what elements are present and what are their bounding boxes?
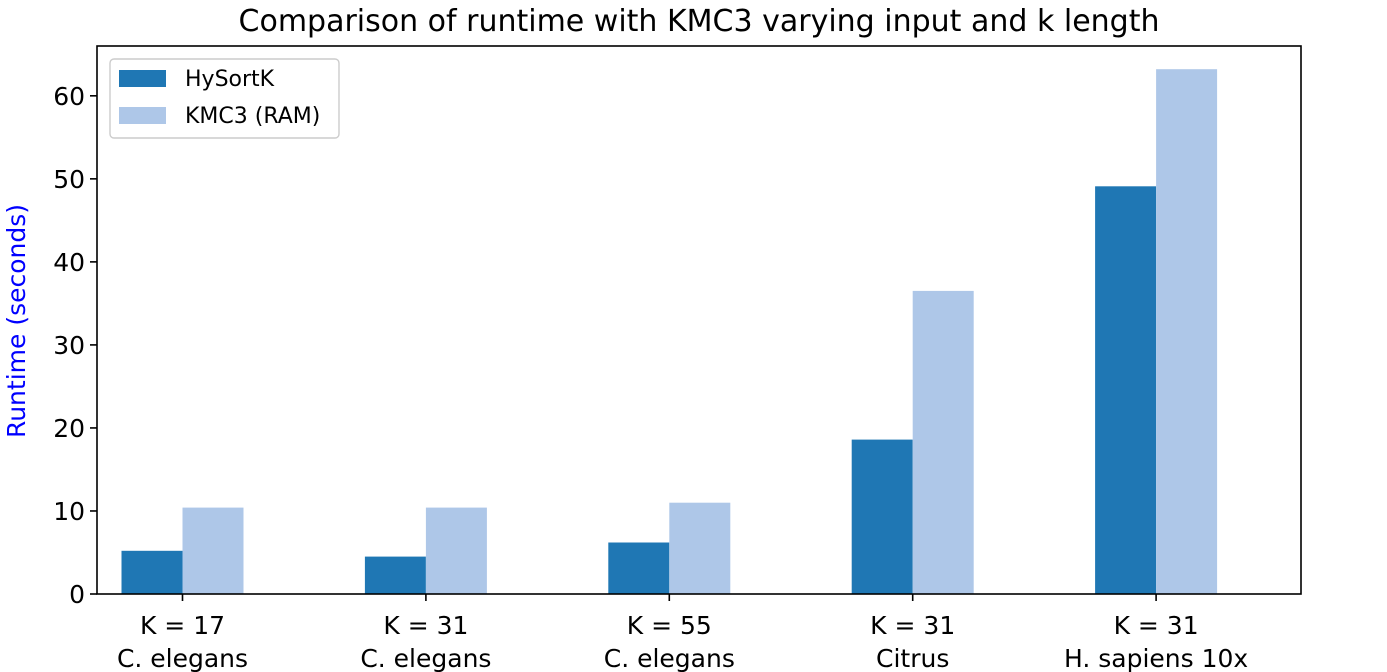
y-tick-label: 20 — [53, 414, 85, 443]
bar-kmc3-0 — [182, 507, 244, 594]
x-tick-label: K = 31 — [870, 611, 955, 640]
legend-swatch-kmc3 — [119, 107, 166, 124]
bar-hysortk-4 — [1095, 186, 1157, 595]
y-axis-label: Runtime (seconds) — [2, 204, 31, 438]
legend-label-kmc3: KMC3 (RAM) — [185, 104, 320, 129]
plot-frame — [96, 45, 1302, 595]
y-tick-label: 60 — [53, 82, 85, 111]
bar-hysortk-1 — [364, 556, 426, 594]
bar-hysortk-2 — [608, 542, 670, 594]
bar-kmc3-3 — [912, 290, 974, 594]
plot-area: 0 10 20 30 40 50 60 K = 17 C. elegans K = 31 C. el… — [53, 69, 1248, 672]
x-tick-label: H. sapiens 10x — [1064, 644, 1248, 672]
bar-hysortk-3 — [851, 439, 913, 594]
legend-box — [109, 58, 340, 139]
y-tick-label: 50 — [53, 165, 85, 194]
y-tick-label: 30 — [53, 331, 85, 360]
bar-kmc3-4 — [1156, 69, 1218, 594]
x-tick-label: C. elegans — [117, 644, 248, 672]
bar-kmc3-2 — [669, 502, 731, 594]
y-tick-label: 40 — [53, 248, 85, 277]
x-tick-label: K = 31 — [383, 611, 468, 640]
x-tick-label: K = 31 — [1114, 611, 1199, 640]
x-tick-label: C. elegans — [360, 644, 491, 672]
y-tick-label: 10 — [53, 497, 85, 526]
x-tick-label: K = 55 — [627, 611, 712, 640]
bar-hysortk-0 — [121, 550, 183, 594]
bar-kmc3-1 — [425, 507, 487, 594]
chart-title: Comparison of runtime with KMC3 varying … — [239, 4, 1160, 39]
x-tick-label: Citrus — [876, 644, 949, 672]
x-tick-label: C. elegans — [604, 644, 735, 672]
legend-label-hysortk: HySortK — [185, 67, 275, 92]
legend: HySortK KMC3 (RAM) — [109, 58, 340, 139]
x-tick-label: K = 17 — [140, 611, 225, 640]
y-tick-label: 0 — [69, 580, 85, 609]
legend-swatch-hysortk — [119, 70, 166, 87]
